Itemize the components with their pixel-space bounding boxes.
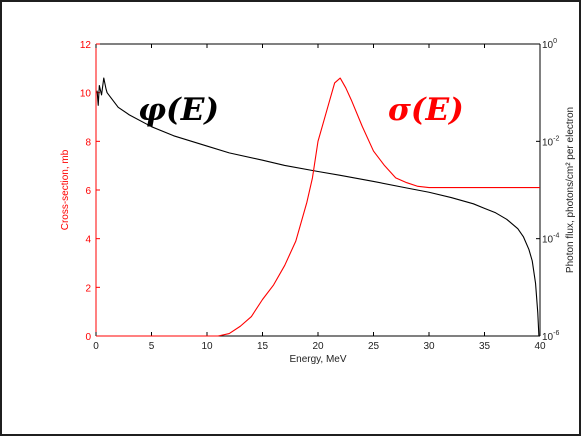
- x-tick-label: 15: [257, 341, 269, 352]
- x-tick-label: 30: [423, 341, 435, 352]
- left-y-tick-label: 0: [85, 332, 91, 343]
- x-axis-title: Energy, MeV: [289, 354, 346, 365]
- right-y-tick-label: 10-4: [542, 233, 559, 246]
- left-y-tick-label: 4: [85, 235, 91, 246]
- photon-flux-line: [96, 77, 540, 337]
- x-tick-label: 5: [149, 341, 155, 352]
- right-y-tick-label: 100: [542, 38, 557, 51]
- left-y-axis-title: Cross-section, mb: [60, 149, 71, 230]
- x-tick-label: 40: [534, 341, 546, 352]
- left-y-tick-label: 12: [80, 40, 92, 51]
- x-tick-label: 0: [93, 341, 99, 352]
- plot-area: [96, 44, 540, 336]
- left-y-tick-label: 8: [85, 137, 91, 148]
- x-tick-label: 25: [368, 341, 380, 352]
- right-y-axis-title: Photon flux, photons/cm² per electron: [565, 107, 576, 273]
- phi-annotation: φ(E): [138, 92, 219, 128]
- x-tick-label: 20: [312, 341, 324, 352]
- right-y-tick-label: 10-6: [542, 330, 559, 343]
- sigma-annotation: σ(E): [388, 92, 464, 128]
- x-tick-label: 35: [479, 341, 491, 352]
- left-y-tick-label: 2: [85, 283, 91, 294]
- cross-section-line: [96, 77, 540, 337]
- left-y-tick-label: 10: [80, 89, 92, 100]
- right-y-tick-label: 10-2: [542, 135, 559, 148]
- x-tick-label: 10: [201, 341, 213, 352]
- left-y-tick-label: 6: [85, 186, 91, 197]
